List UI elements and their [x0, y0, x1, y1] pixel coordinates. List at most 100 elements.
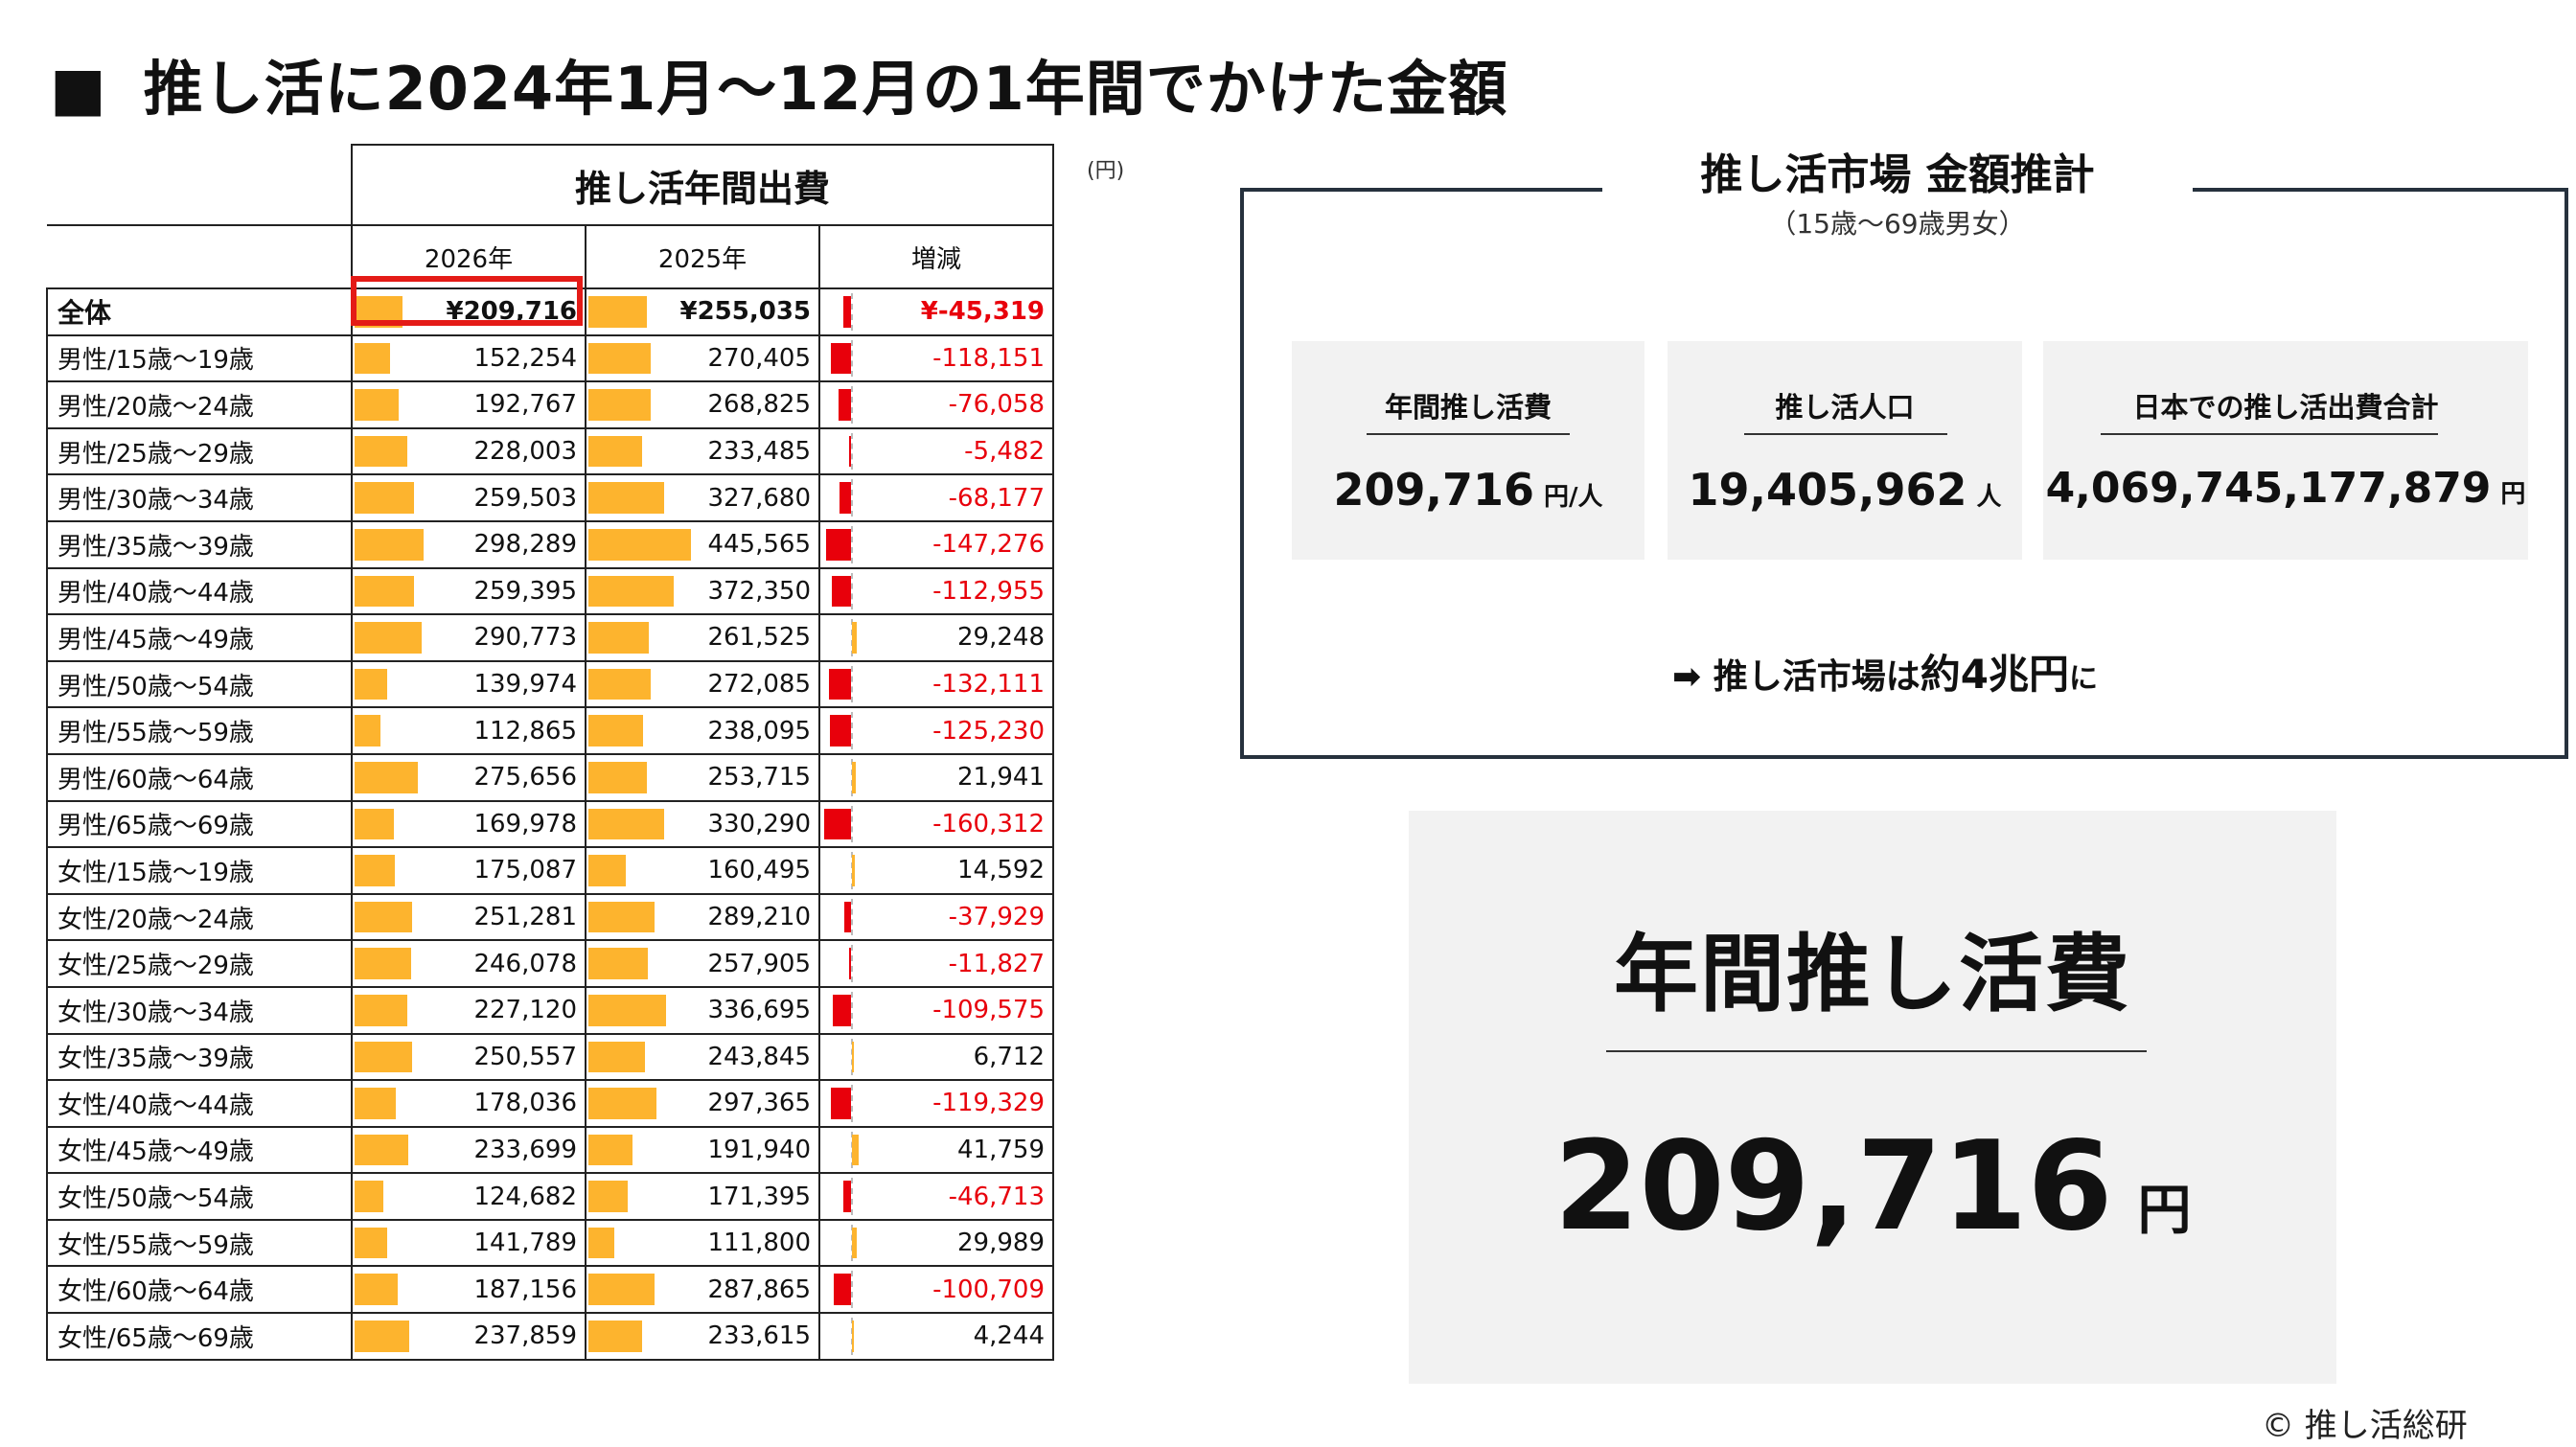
row-label: 男性/60歳～64歳 — [46, 752, 353, 802]
value-y2026: 192,767 — [473, 390, 577, 420]
diff-cell: -118,151 — [818, 333, 1054, 383]
diff-bar — [852, 1227, 857, 1259]
page-title-text: 推し活に2024年1月～12月の1年間でかけた金額 — [143, 54, 1508, 124]
diff-cell: -160,312 — [818, 799, 1054, 849]
value-y2026: 178,036 — [473, 1089, 577, 1118]
value-y2025: 233,485 — [707, 437, 811, 467]
table-row: 男性/55歳～59歳 112,865 238,095 -125,230 — [46, 706, 1054, 755]
value-y2026: 124,682 — [473, 1182, 577, 1211]
value-cell-y2025: 243,845 — [585, 1032, 820, 1082]
bar-y2025 — [588, 435, 642, 468]
value-y2026: 187,156 — [473, 1275, 577, 1304]
diff-bar — [849, 948, 851, 979]
market-card-total: 日本での推し活出費合計 4,069,745,177,879 円 — [2043, 341, 2528, 560]
value-cell-y2026: 192,767 — [351, 380, 586, 429]
diff-value: 21,941 — [957, 763, 1045, 792]
bar-y2026 — [355, 296, 402, 328]
market-card-value: 19,405,962 人 — [1688, 464, 2002, 516]
diff-axis — [851, 898, 853, 936]
value-y2026: 259,503 — [473, 483, 577, 513]
value-cell-y2025: 238,095 — [585, 706, 820, 755]
value-y2025: 243,845 — [707, 1042, 811, 1071]
table-row: 男性/30歳～34歳 259,503 327,680 -68,177 — [46, 473, 1054, 522]
diff-axis — [851, 665, 853, 703]
value-cell-y2025: 191,940 — [585, 1125, 820, 1175]
diff-cell: 29,248 — [818, 613, 1054, 662]
value-y2026: 259,395 — [473, 576, 577, 606]
diff-bar — [852, 1041, 854, 1073]
diff-axis — [851, 805, 853, 843]
value-cell-y2026: 237,859 — [351, 1312, 586, 1361]
row-label: 女性/30歳～34歳 — [46, 985, 353, 1035]
value-y2025: 268,825 — [707, 390, 811, 420]
bar-y2025 — [588, 575, 674, 608]
value-cell-y2026: 290,773 — [351, 613, 586, 662]
row-label: 女性/40歳～44歳 — [46, 1079, 353, 1128]
diff-value: -160,312 — [932, 809, 1045, 838]
market-card-annual: 年間推し活費 209,716 円/人 — [1292, 341, 1644, 560]
bar-y2026 — [355, 715, 380, 746]
diff-bar — [833, 994, 851, 1026]
table-row: 男性/40歳～44歳 259,395 372,350 -112,955 — [46, 566, 1054, 616]
table-row: 男性/50歳～54歳 139,974 272,085 -132,111 — [46, 659, 1054, 709]
diff-cell: -100,709 — [818, 1265, 1054, 1315]
diff-bar — [852, 1134, 859, 1166]
value-cell-y2025: 268,825 — [585, 380, 820, 429]
diff-value: -46,713 — [948, 1182, 1045, 1211]
row-label: 男性/20歳～24歳 — [46, 380, 353, 429]
value-y2025: 171,395 — [707, 1182, 811, 1211]
diff-bar — [826, 528, 851, 561]
page-title: ■ 推し活に2024年1月～12月の1年間でかけた金額 — [50, 40, 1508, 126]
value-cell-y2026: 259,503 — [351, 473, 586, 522]
table-row: 女性/35歳～39歳 250,557 243,845 6,712 — [46, 1032, 1054, 1082]
value-cell-y2026: 152,254 — [351, 333, 586, 383]
value-cell-y2025: 297,365 — [585, 1079, 820, 1128]
value-cell-y2025: 233,485 — [585, 426, 820, 476]
bar-y2026 — [355, 1274, 398, 1306]
row-label: 女性/25歳～29歳 — [46, 939, 353, 988]
diff-value: 29,248 — [957, 623, 1045, 653]
table-row: 女性/15歳～19歳 175,087 160,495 14,592 — [46, 846, 1054, 895]
value-cell-y2025: 272,085 — [585, 659, 820, 709]
value-cell-y2025: 171,395 — [585, 1172, 820, 1221]
table-row: 男性/65歳～69歳 169,978 330,290 -160,312 — [46, 799, 1054, 849]
diff-cell: -147,276 — [818, 519, 1054, 569]
value-cell-y2025: 330,290 — [585, 799, 820, 849]
bar-y2026 — [355, 1088, 396, 1119]
diff-cell: 6,712 — [818, 1032, 1054, 1082]
value-y2025: 233,615 — [707, 1321, 811, 1351]
column-header-2026: 2026年 — [351, 224, 586, 289]
market-card-value: 209,716 円/人 — [1333, 464, 1603, 516]
diff-axis — [851, 1271, 853, 1309]
market-card-label: 年間推し活費 — [1384, 391, 1552, 424]
bar-y2026 — [355, 389, 399, 421]
diff-bar — [840, 482, 851, 514]
bar-y2026 — [355, 528, 424, 561]
row-label: 男性/65歳～69歳 — [46, 799, 353, 849]
value-y2026: 228,003 — [473, 437, 577, 467]
value-cell-y2026: 141,789 — [351, 1218, 586, 1268]
table-main-header: 推し活年間出費 — [351, 144, 1054, 226]
bar-y2025 — [588, 1041, 645, 1073]
spending-table: 推し活年間出費 2026年 2025年 増減 全体 ¥209,716 ¥255,03… — [46, 144, 1054, 1361]
value-y2025: 327,680 — [707, 483, 811, 513]
value-y2026: 227,120 — [473, 996, 577, 1025]
diff-cell: -5,482 — [818, 426, 1054, 476]
highlight-value: 209,716 円 — [1553, 1115, 2192, 1258]
bar-y2026 — [355, 994, 407, 1026]
diff-cell: -37,929 — [818, 892, 1054, 942]
bar-y2026 — [355, 622, 422, 654]
diff-bar — [832, 575, 851, 608]
diff-axis — [851, 432, 853, 471]
bar-y2025 — [588, 994, 666, 1026]
diff-bar — [852, 622, 857, 654]
row-label: 女性/65歳～69歳 — [46, 1312, 353, 1361]
diff-value: -118,151 — [932, 343, 1045, 373]
value-cell-y2025: 327,680 — [585, 473, 820, 522]
bar-y2025 — [588, 808, 664, 840]
value-y2025: ¥255,035 — [679, 297, 811, 327]
diff-axis — [851, 712, 853, 749]
value-cell-y2026: 187,156 — [351, 1265, 586, 1315]
highlight-divider — [1606, 1050, 2147, 1052]
value-y2026: 298,289 — [473, 530, 577, 560]
